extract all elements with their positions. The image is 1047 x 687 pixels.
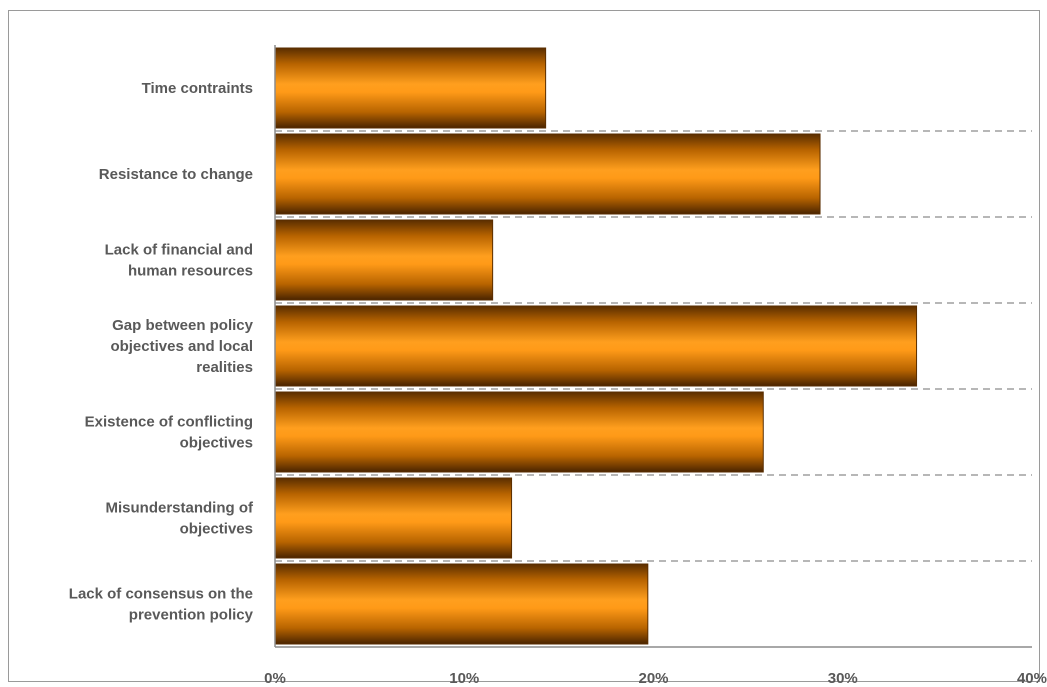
axes [274,45,1032,648]
bar [274,477,513,559]
x-tick-label: 30% [828,670,858,687]
bar [274,305,918,387]
bar [274,219,494,301]
category-label: Misunderstanding of [106,500,255,517]
gridlines [275,130,1032,562]
category-label: realities [196,359,253,376]
x-tick-labels: 0% 10% 20% 30% 40% [264,670,1047,687]
category-label: Existence of conflicting [85,414,253,431]
category-label: Gap between policy [112,317,254,334]
category-label: objectives and local [110,338,253,355]
category-labels: Time contraints Resistance to change Lack … [69,80,254,624]
category-label: objectives [180,435,253,452]
x-tick-label: 0% [264,670,286,687]
category-label: Lack of consensus on the [69,586,253,603]
bar [274,133,821,215]
bar [274,563,649,645]
category-label: Time contraints [142,80,253,97]
x-tick-label: 20% [638,670,668,687]
bar [274,47,547,129]
bar [274,391,764,473]
x-tick-label: 40% [1017,670,1047,687]
bars [274,47,918,645]
category-label: Lack of financial and [105,242,253,259]
category-label: objectives [180,521,253,538]
category-label: prevention policy [129,607,254,624]
category-label: human resources [128,263,253,280]
x-tick-label: 10% [449,670,479,687]
category-label: Resistance to change [99,166,253,183]
